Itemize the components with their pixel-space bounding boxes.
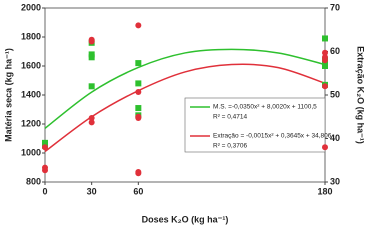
y-tick-label: 1800 (21, 31, 41, 41)
point (322, 57, 328, 64)
legend-r2: R² = 0,3706 (213, 143, 248, 150)
x-tick-label: 0 (42, 186, 47, 196)
x-axis-title: Doses K₂O (kg ha⁻¹) (142, 214, 229, 224)
point (88, 54, 95, 61)
y2-tick-label: 30 (330, 176, 340, 186)
y-tick-label: 2000 (21, 2, 41, 12)
point (322, 144, 328, 151)
y2-tick-label: 60 (330, 46, 340, 56)
point (322, 35, 328, 42)
x-tick-label: 30 (87, 186, 97, 196)
point (88, 119, 95, 126)
point (135, 115, 142, 122)
x-tick-label: 60 (133, 186, 143, 196)
y2-tick-label: 50 (330, 89, 340, 99)
point (135, 60, 142, 67)
legend-label: Extração = -0,0015x² + 0,3645x + 34,806 (213, 133, 332, 140)
y-tick-label: 800 (26, 176, 41, 186)
point (135, 88, 142, 95)
point (135, 105, 142, 112)
y-tick-label: 1000 (21, 147, 41, 157)
y-tick-label: 1400 (21, 89, 41, 99)
point (135, 22, 142, 29)
point (88, 38, 95, 45)
trend-line (44, 48, 326, 129)
point (42, 144, 48, 151)
x-tick-label: 180 (317, 186, 332, 196)
y2-tick-label: 70 (330, 2, 340, 12)
point (322, 83, 328, 90)
y2-tick-label: 40 (330, 133, 340, 143)
y-axis-title: Matéria seca (kg ha⁻¹) (3, 48, 13, 142)
legend-label: M.S. =-0,0350x² + 8,0020x + 1100,5 (213, 104, 317, 111)
y-tick-label: 1600 (21, 60, 41, 70)
point (135, 170, 142, 177)
point (42, 167, 48, 174)
y2-axis-title: Extração K₂O (kg ha⁻¹) (356, 46, 366, 144)
point (135, 80, 142, 87)
point (88, 83, 95, 90)
point (322, 63, 328, 69)
y-tick-label: 1200 (21, 118, 41, 128)
legend-r2: R² = 0,4714 (213, 114, 248, 121)
point (88, 115, 95, 122)
point (322, 49, 328, 56)
